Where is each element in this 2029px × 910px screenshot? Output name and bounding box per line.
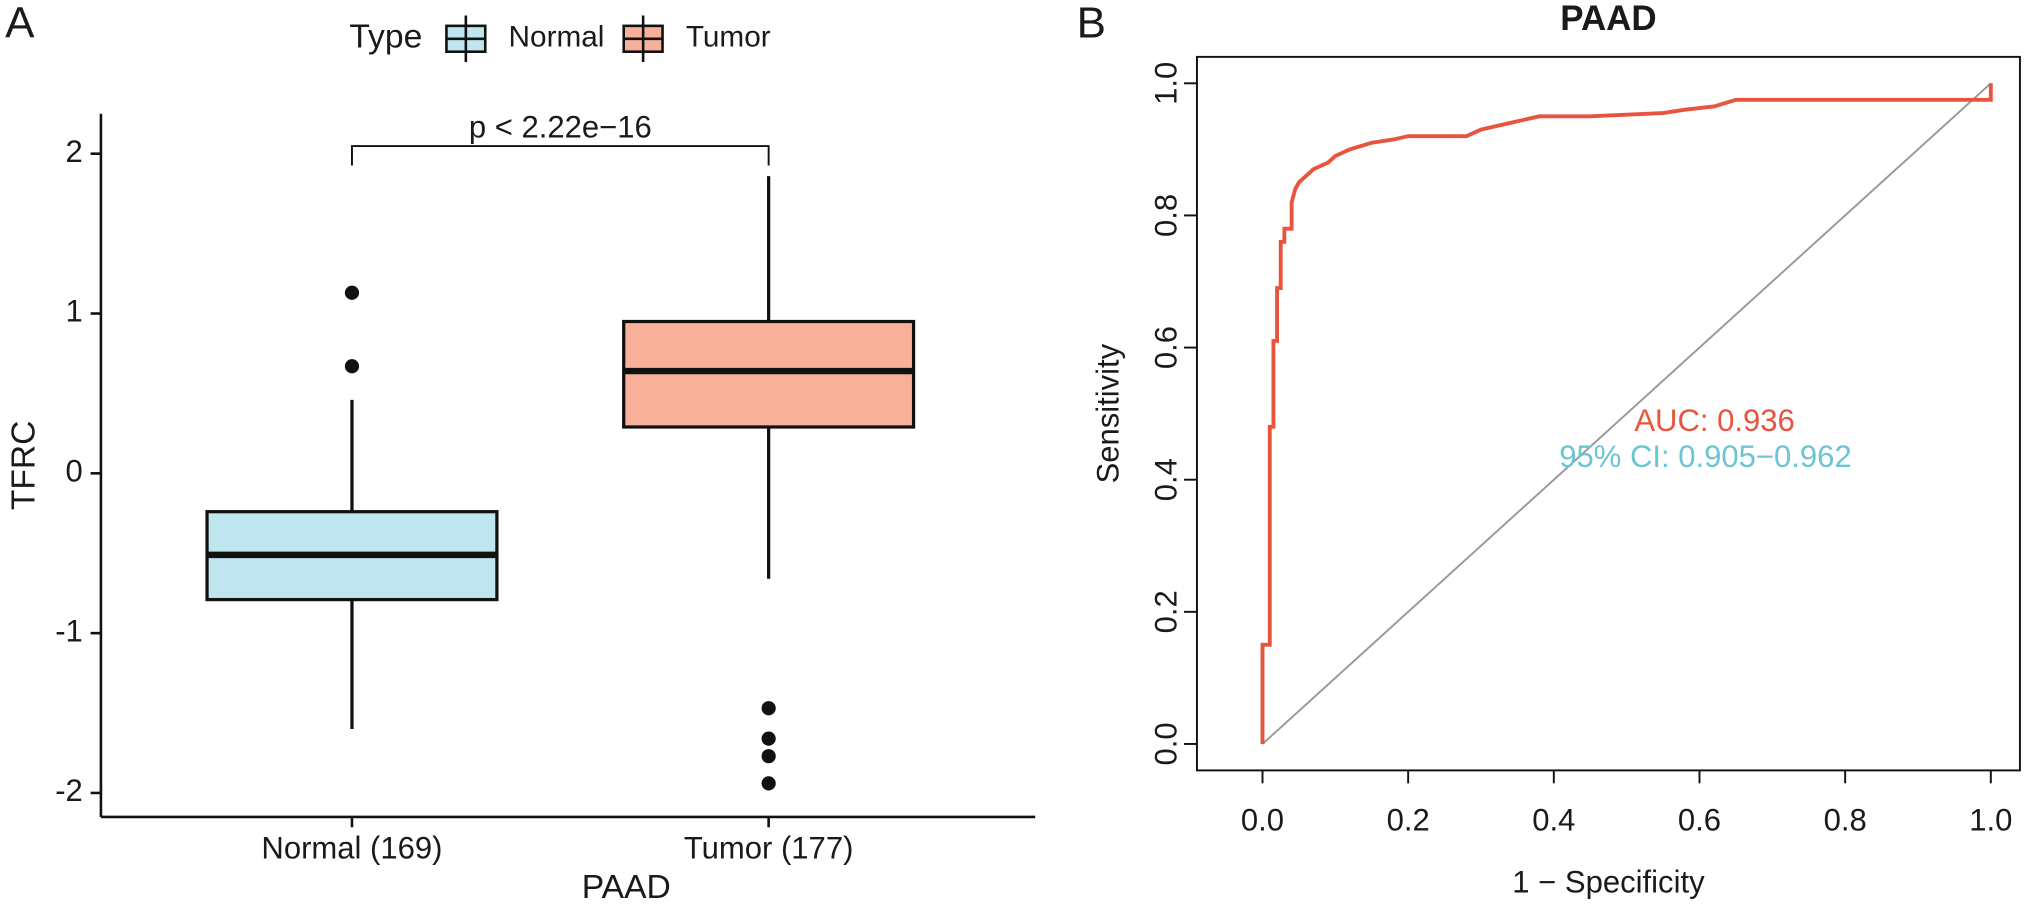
x-axis-title: 1 − Specificity	[1512, 864, 1705, 899]
y-tick-label: 0	[66, 454, 83, 489]
outlier	[761, 776, 776, 791]
y-tick-label: 2	[66, 134, 83, 169]
y-tick-label: 1	[66, 294, 83, 329]
x-tick-label: 0.4	[1532, 802, 1575, 837]
panel-label: B	[1077, 0, 1106, 47]
x-tick-label: 1.0	[1969, 802, 2012, 837]
x-tick-label: Normal (169)	[261, 831, 442, 866]
x-tick-label: 0.0	[1241, 802, 1284, 837]
outlier	[761, 701, 776, 716]
annotation: AUC: 0.936	[1634, 403, 1794, 438]
outlier	[344, 285, 360, 300]
panel-label: A	[5, 0, 35, 47]
y-axis-title: TFRC	[6, 421, 43, 511]
x-tick-label: 0.8	[1824, 802, 1867, 837]
legend-label: Tumor	[686, 21, 771, 54]
y-axis-title: Sensitivity	[1090, 343, 1125, 483]
y-tick-label: 1.0	[1149, 62, 1184, 105]
legend-label: Normal	[509, 21, 605, 54]
y-tick-label: -1	[55, 613, 83, 648]
y-tick-label: 0.2	[1149, 590, 1184, 633]
reference-line	[1261, 82, 1992, 745]
x-tick-label: 0.2	[1387, 802, 1430, 837]
x-tick-label: 0.6	[1678, 802, 1721, 837]
x-axis-title: PAAD	[582, 869, 671, 906]
p-value: p < 2.22e−16	[469, 109, 652, 144]
y-tick-label: 0.0	[1149, 722, 1184, 765]
legend-title: Type	[349, 19, 422, 56]
bracket	[350, 145, 770, 166]
chart-title: PAAD	[1560, 0, 1656, 38]
plot-frame	[1195, 55, 2021, 772]
outlier	[344, 359, 360, 374]
y-tick-label: 0.6	[1149, 326, 1184, 369]
y-tick-label: -2	[55, 773, 83, 808]
y-tick-label: 0.8	[1149, 194, 1184, 237]
x-tick-label: Tumor (177)	[684, 831, 854, 866]
annotation: 95% CI: 0.905−0.962	[1559, 439, 1851, 474]
outlier	[761, 749, 776, 764]
outlier	[761, 731, 776, 746]
y-tick-label: 0.4	[1149, 458, 1184, 501]
roc-curve	[1260, 83, 1993, 744]
